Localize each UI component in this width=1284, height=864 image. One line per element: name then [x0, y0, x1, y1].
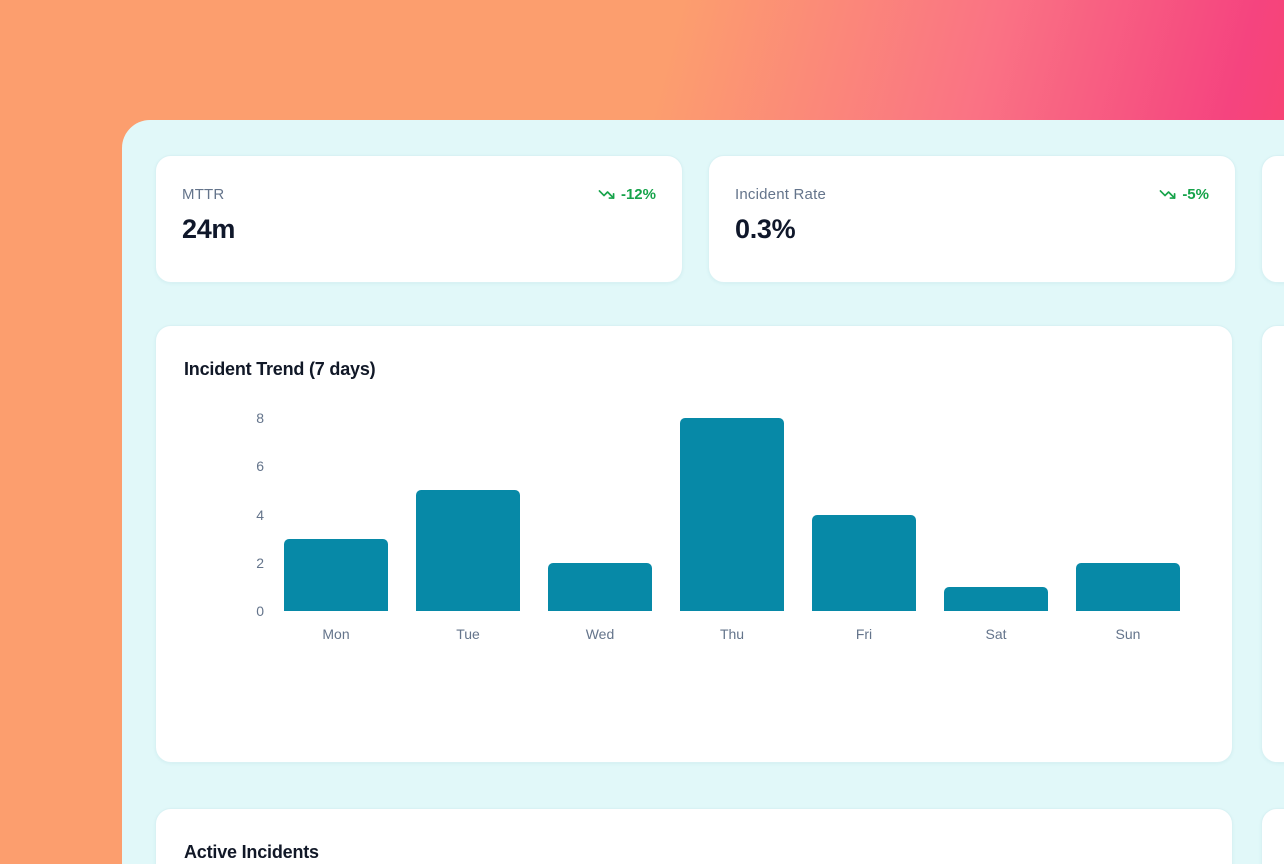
x-tick-label: Sat	[985, 626, 1007, 642]
bottom-card-partial	[1261, 808, 1284, 864]
y-tick-label: 0	[256, 603, 264, 619]
chart-bars	[284, 418, 1180, 611]
chart-title: Incident Trend (7 days)	[184, 359, 376, 379]
x-tick-label: Mon	[322, 626, 350, 642]
bar-tue	[416, 490, 520, 611]
y-tick-label: 4	[256, 506, 264, 523]
x-tick-label: Sun	[1115, 626, 1141, 642]
stat-label: Incident Rate	[735, 186, 826, 203]
x-tick-label: Wed	[585, 626, 615, 642]
stat-trend-badge: -12%	[598, 186, 656, 203]
incident-trend-chart-card: Incident Trend (7 days) 0 2 4 6 8 Mon Tue Wed T…	[155, 325, 1233, 763]
stat-card-incident-rate: Incident Rate 0.3% -5%	[708, 155, 1236, 283]
stat-label: MTTR	[182, 186, 225, 203]
trending-down-icon	[598, 186, 615, 203]
chart-x-axis: Mon Tue Wed Thu Fri Sat Sun	[284, 626, 1180, 642]
x-tick-label: Thu	[719, 626, 745, 642]
bar-mon	[284, 538, 388, 611]
x-tick-label: Fri	[855, 626, 873, 642]
y-tick-label: 8	[256, 410, 264, 426]
trending-down-icon	[1159, 186, 1176, 203]
bar-sat	[944, 586, 1048, 611]
y-tick-label: 2	[256, 554, 264, 571]
x-tick-label: Tue	[456, 626, 480, 642]
bar-fri	[812, 514, 916, 611]
stat-value: 24m	[182, 214, 236, 244]
active-incidents-card: Active Incidents	[155, 808, 1233, 864]
stat-value: 0.3%	[735, 214, 796, 244]
dashboard-panel: MTTR 24m -12% Incident Rate 0.3% -5%	[122, 120, 1284, 864]
stat-trend-value: -12%	[620, 186, 656, 203]
bar-thu	[680, 418, 784, 611]
chart-y-axis: 0 2 4 6 8	[214, 326, 264, 762]
stat-trend-value: -5%	[1182, 186, 1209, 203]
chart-card-partial	[1261, 325, 1284, 763]
stat-trend-badge: -5%	[1159, 186, 1209, 203]
bar-wed	[548, 562, 652, 611]
y-tick-label: 6	[256, 458, 264, 475]
bar-sun	[1076, 562, 1180, 611]
stat-card-partial	[1261, 155, 1284, 283]
active-incidents-title: Active Incidents	[184, 842, 319, 862]
stat-card-mttr: MTTR 24m -12%	[155, 155, 683, 283]
